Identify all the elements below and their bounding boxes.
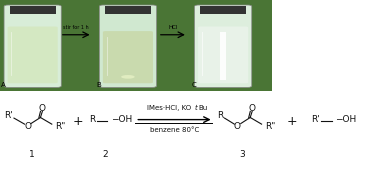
Text: R: R (90, 115, 96, 124)
Text: R': R' (4, 111, 13, 120)
FancyBboxPatch shape (8, 27, 58, 83)
FancyBboxPatch shape (103, 31, 153, 83)
Text: stir for 1 h: stir for 1 h (64, 25, 89, 30)
Text: R": R" (265, 122, 276, 131)
FancyBboxPatch shape (195, 5, 252, 87)
Ellipse shape (121, 75, 135, 79)
Text: HCl: HCl (168, 25, 178, 30)
Text: +: + (72, 115, 83, 128)
Text: R": R" (56, 122, 66, 131)
Text: 2: 2 (102, 150, 107, 159)
Bar (220, 32, 226, 80)
Text: A: A (1, 82, 5, 88)
FancyBboxPatch shape (4, 5, 61, 87)
FancyBboxPatch shape (198, 27, 248, 83)
Text: B: B (96, 82, 101, 88)
Text: O: O (234, 122, 241, 131)
Text: R: R (217, 111, 223, 120)
Text: −OH: −OH (112, 115, 133, 124)
Text: C: C (191, 82, 196, 88)
Bar (105, 6, 151, 14)
Text: O: O (249, 104, 256, 113)
Text: benzene 80°C: benzene 80°C (150, 127, 199, 133)
Text: t: t (195, 106, 198, 111)
Bar (9, 6, 56, 14)
Text: +: + (287, 115, 297, 128)
Text: R': R' (311, 115, 320, 124)
Text: O: O (39, 104, 46, 113)
FancyBboxPatch shape (99, 5, 156, 87)
Text: Bu: Bu (198, 106, 208, 111)
Text: O: O (24, 122, 31, 131)
Bar (200, 6, 246, 14)
Text: 1: 1 (29, 150, 35, 159)
Text: IMes·HCl, KO: IMes·HCl, KO (147, 106, 191, 111)
Text: 3: 3 (239, 150, 245, 159)
Text: −OH: −OH (335, 115, 356, 124)
